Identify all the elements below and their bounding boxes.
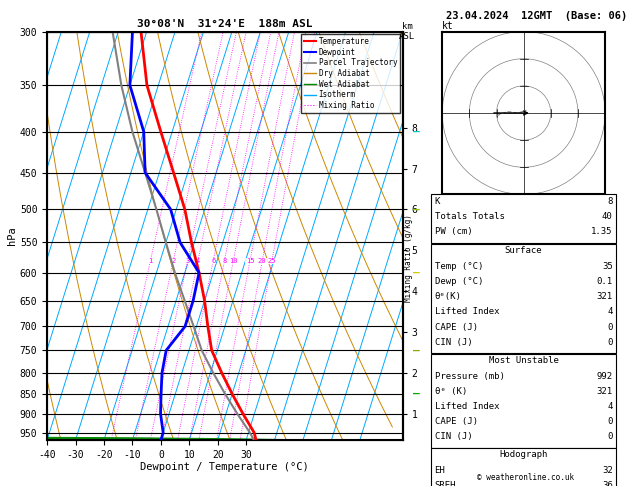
Text: Lifted Index: Lifted Index [435,402,499,411]
Text: Surface: Surface [505,246,542,255]
Text: SREH: SREH [435,481,456,486]
Text: 10: 10 [229,258,238,264]
Bar [431,354,616,448]
Text: —: — [413,346,420,355]
Text: 4: 4 [196,258,200,264]
Text: θᵉ (K): θᵉ (K) [435,387,467,396]
Text: 40: 40 [602,212,613,221]
Text: kt: kt [442,21,454,31]
Text: 0: 0 [608,338,613,347]
Text: 4: 4 [608,308,613,316]
Text: CIN (J): CIN (J) [435,433,472,441]
Text: 23.04.2024  12GMT  (Base: 06): 23.04.2024 12GMT (Base: 06) [447,11,628,21]
Text: θᵉ(K): θᵉ(K) [435,292,462,301]
Text: Temp (°C): Temp (°C) [435,262,483,271]
Text: 1.35: 1.35 [591,227,613,236]
Text: Most Unstable: Most Unstable [489,356,559,365]
Text: 20: 20 [258,258,267,264]
Text: 1: 1 [148,258,152,264]
Text: Totals Totals: Totals Totals [435,212,504,221]
Text: km: km [401,22,413,31]
Text: 8: 8 [222,258,226,264]
Text: 321: 321 [596,387,613,396]
Text: 4: 4 [608,402,613,411]
Text: 32: 32 [602,466,613,475]
Text: CIN (J): CIN (J) [435,338,472,347]
Text: PW (cm): PW (cm) [435,227,472,236]
Legend: Temperature, Dewpoint, Parcel Trajectory, Dry Adiabat, Wet Adiabat, Isotherm, Mi: Temperature, Dewpoint, Parcel Trajectory… [301,34,400,113]
Bar [431,194,616,243]
Text: 15: 15 [246,258,254,264]
Text: ASL: ASL [399,32,415,41]
Text: 8: 8 [608,196,613,206]
Text: 3: 3 [186,258,189,264]
Text: 0: 0 [608,323,613,332]
Bar [431,244,616,353]
Text: Mixing Ratio (g/kg): Mixing Ratio (g/kg) [404,214,413,301]
Text: 321: 321 [596,292,613,301]
Text: —: — [413,389,420,399]
Text: 36: 36 [602,481,613,486]
Text: Pressure (mb): Pressure (mb) [435,372,504,381]
Text: —: — [413,127,420,137]
Text: CAPE (J): CAPE (J) [435,323,477,332]
Text: Hodograph: Hodograph [499,451,548,459]
Text: —: — [413,268,420,278]
Text: —: — [413,204,420,214]
Text: © weatheronline.co.uk: © weatheronline.co.uk [477,473,574,482]
Text: 25: 25 [268,258,276,264]
Title: 30°08'N  31°24'E  188m ASL: 30°08'N 31°24'E 188m ASL [137,19,313,30]
Text: 0: 0 [608,417,613,426]
Text: EH: EH [435,466,445,475]
Text: 992: 992 [596,372,613,381]
Text: CAPE (J): CAPE (J) [435,417,477,426]
Text: 35: 35 [602,262,613,271]
Text: 0: 0 [608,433,613,441]
Text: 2: 2 [171,258,175,264]
Text: 6: 6 [211,258,215,264]
Text: 0.1: 0.1 [596,277,613,286]
Text: Dewp (°C): Dewp (°C) [435,277,483,286]
Y-axis label: hPa: hPa [7,226,17,245]
X-axis label: Dewpoint / Temperature (°C): Dewpoint / Temperature (°C) [140,462,309,472]
Text: Lifted Index: Lifted Index [435,308,499,316]
Text: K: K [435,196,440,206]
Bar [431,449,616,486]
